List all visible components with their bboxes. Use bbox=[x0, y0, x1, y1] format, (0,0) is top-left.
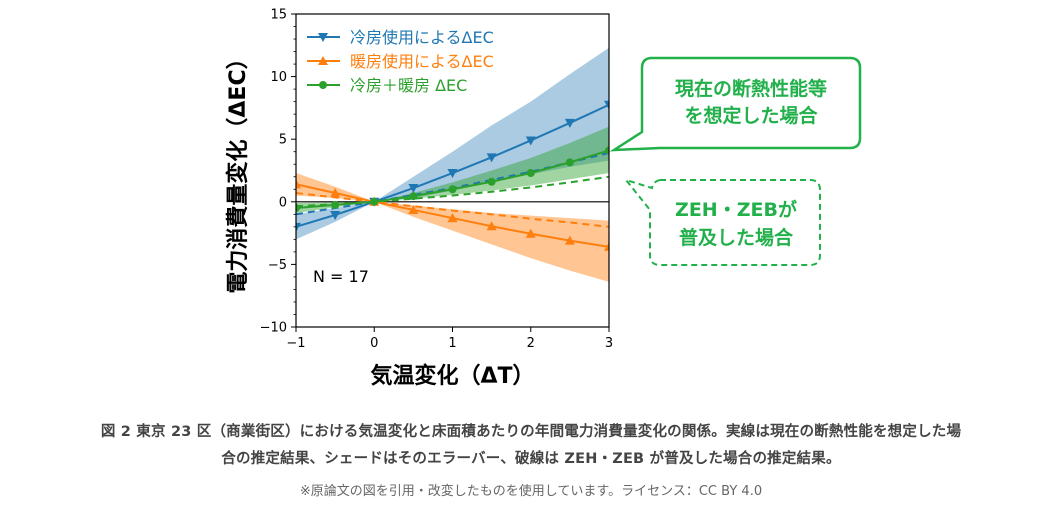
point-combined-7 bbox=[565, 158, 574, 167]
y-tick-label-4: 10 bbox=[270, 70, 287, 85]
point-cooling-1 bbox=[330, 210, 341, 220]
legend-label-1: 暖房使用によるΔEC bbox=[350, 52, 494, 71]
x-tick-label-4: 3 bbox=[605, 336, 613, 351]
y-tick-label-3: 5 bbox=[279, 133, 287, 148]
y-axis-label: 電力消費量変化（ΔEC） bbox=[225, 47, 251, 293]
point-heating-8 bbox=[604, 241, 609, 251]
dashed-line-combined bbox=[296, 175, 609, 208]
y-tick-label-5: 15 bbox=[270, 8, 287, 23]
point-heating-3 bbox=[408, 204, 419, 214]
callout-zeh-line-1: 普及した場合 bbox=[679, 226, 794, 249]
point-cooling-4 bbox=[447, 169, 458, 179]
callout-current-line-1: を想定した場合 bbox=[684, 104, 818, 127]
point-cooling-6 bbox=[525, 136, 536, 146]
point-cooling-5 bbox=[486, 153, 497, 163]
y-tick-label-2: 0 bbox=[279, 195, 287, 210]
legend-marker-1 bbox=[318, 56, 328, 65]
x-tick-label-3: 2 bbox=[527, 336, 535, 351]
caption-line-2: 合の推定結果、シェードはそのエラーバー、破線は ZEH・ZEB が普及した場合の… bbox=[221, 451, 841, 467]
legend-marker-0 bbox=[318, 33, 328, 42]
x-axis-label: 気温変化（ΔT） bbox=[370, 363, 534, 389]
point-cooling-8 bbox=[604, 100, 609, 110]
x-tick-label-2: 1 bbox=[448, 336, 456, 351]
sample-size-annotation: N = 17 bbox=[313, 267, 369, 286]
series-markers bbox=[296, 100, 609, 251]
point-combined-6 bbox=[526, 169, 535, 178]
point-combined-2 bbox=[370, 197, 379, 206]
point-combined-1 bbox=[331, 200, 340, 209]
callout-current-line-0: 現在の断熱性能等 bbox=[675, 77, 827, 100]
point-cooling-3 bbox=[408, 184, 419, 194]
caption-line-1: 図 2 東京 23 区（商業街区）における気温変化と床面積あたりの年間電力消費量… bbox=[100, 424, 962, 440]
point-combined-4 bbox=[448, 185, 457, 194]
point-combined-0 bbox=[296, 204, 300, 213]
point-heating-5 bbox=[486, 221, 497, 231]
legend-label-0: 冷房使用によるΔEC bbox=[350, 28, 494, 47]
x-tick-label-1: 0 bbox=[370, 336, 378, 351]
license-note: ※原論文の図を引用・改変したものを使用しています。ライセンス：CC BY 4.0 bbox=[299, 484, 763, 499]
band-heating bbox=[296, 173, 609, 282]
point-cooling-0 bbox=[296, 222, 301, 232]
legend: 冷房使用によるΔEC 暖房使用によるΔEC 冷房＋暖房 ΔEC bbox=[307, 28, 494, 95]
point-combined-8 bbox=[605, 146, 609, 155]
point-heating-1 bbox=[330, 188, 341, 198]
point-combined-3 bbox=[409, 192, 418, 201]
legend-marker-2 bbox=[319, 81, 327, 89]
callout-current-box bbox=[609, 56, 862, 152]
y-tick-label-1: −5 bbox=[268, 258, 287, 273]
point-heating-7 bbox=[564, 235, 575, 245]
x-tick-label-0: −1 bbox=[286, 336, 305, 351]
point-heating-0 bbox=[296, 179, 301, 189]
band-combined bbox=[296, 126, 609, 214]
error-bands bbox=[296, 47, 609, 282]
callout-zeh-box bbox=[623, 178, 821, 266]
callout-zeh-line-0: ZEH・ZEBが bbox=[675, 198, 797, 221]
band-cooling bbox=[296, 47, 609, 240]
point-cooling-7 bbox=[564, 118, 575, 128]
y-tick-label-0: −10 bbox=[260, 321, 287, 336]
legend-label-2: 冷房＋暖房 ΔEC bbox=[350, 76, 467, 95]
point-heating-4 bbox=[447, 213, 458, 223]
dashed-line-heating bbox=[296, 192, 609, 228]
point-combined-5 bbox=[487, 177, 496, 186]
point-heating-6 bbox=[525, 228, 536, 238]
